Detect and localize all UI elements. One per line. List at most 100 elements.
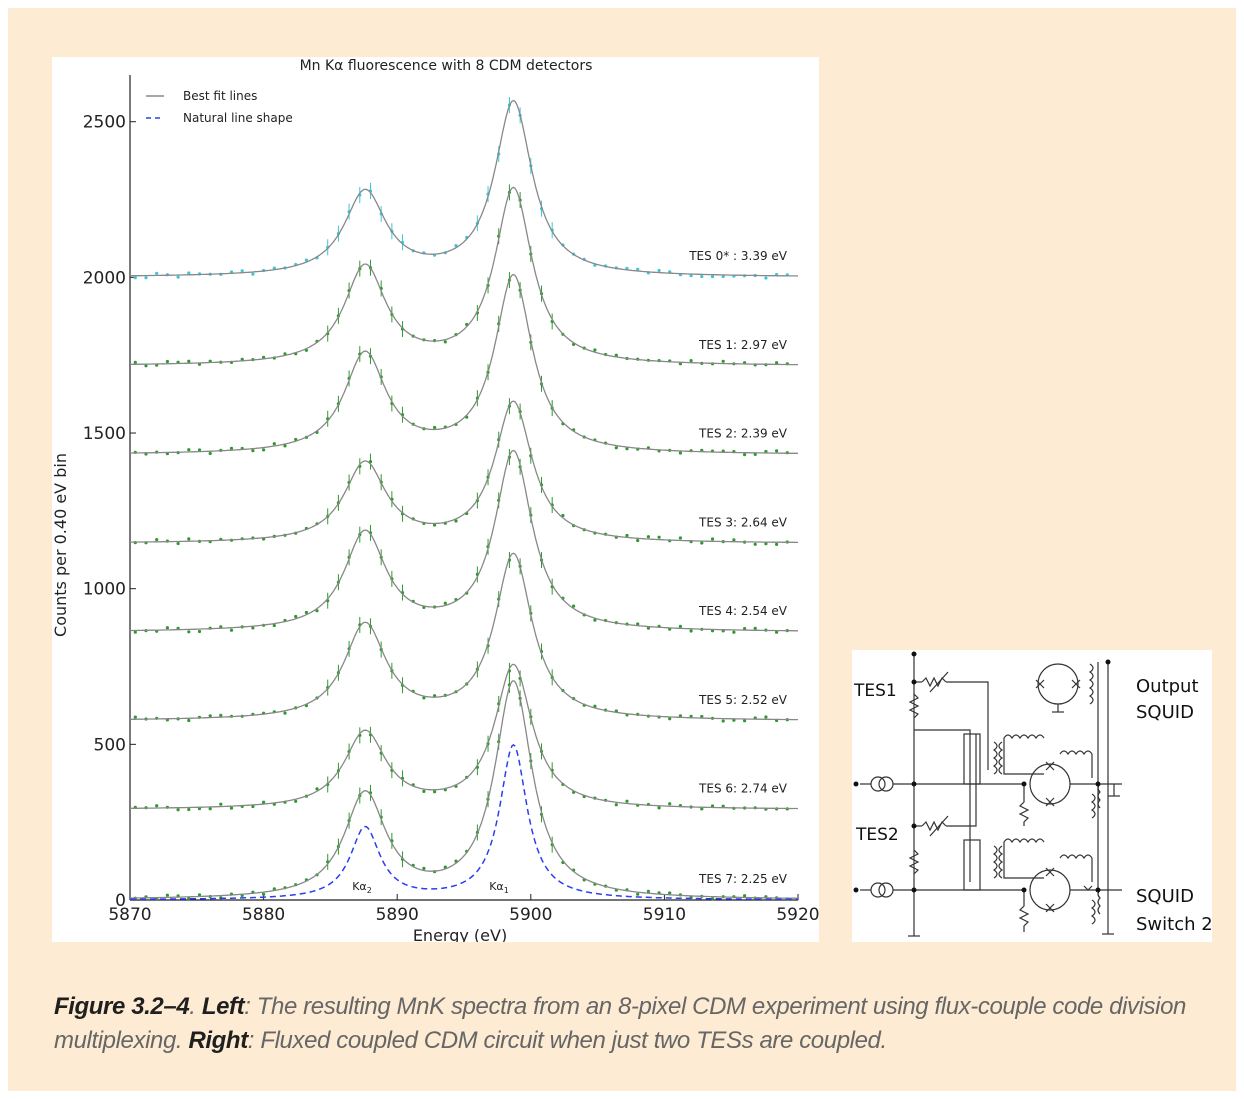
y-tick-label: 1500 [83, 424, 126, 444]
data-point [176, 808, 180, 812]
data-point [208, 714, 212, 718]
natural-line-shape [130, 743, 798, 901]
bias-source-1a [870, 776, 886, 792]
data-point [689, 629, 693, 633]
data-point [229, 446, 234, 450]
output-squid-label-line2: SQUID [1136, 702, 1194, 723]
data-point [700, 541, 704, 545]
data-point [689, 274, 693, 278]
tes2-label: TES2 [855, 825, 899, 845]
data-point [272, 442, 276, 446]
data-point [165, 893, 169, 897]
x-tick-label: 5900 [509, 905, 552, 925]
series-label: TES 5: 2.52 eV [698, 693, 788, 707]
data-point [155, 538, 159, 542]
x-tick-label: 5870 [108, 905, 151, 925]
data-point [294, 799, 298, 803]
legend-natural-label: Natural line shape [183, 111, 293, 125]
y-tick-label: 2500 [83, 113, 126, 133]
best-fit-line [130, 449, 798, 632]
data-point [229, 628, 234, 632]
series-label: TES 4: 2.54 eV [698, 604, 788, 618]
caption-left-label: Left [201, 993, 245, 1020]
data-point [454, 519, 458, 523]
chart-title: Mn Kα fluorescence with 8 CDM detectors [300, 58, 593, 74]
data-point [614, 353, 618, 357]
best-fit-line [130, 552, 798, 721]
data-point [614, 446, 618, 450]
ka2-annotation: Kα2 [352, 880, 372, 895]
data-point [133, 715, 137, 719]
data-point [144, 364, 148, 368]
data-point [678, 362, 683, 366]
input-coil-1 [1003, 734, 1045, 740]
data-point [187, 448, 191, 452]
data-point [283, 711, 287, 715]
squid-switch-1 [1029, 763, 1071, 805]
best-fit-line [130, 273, 798, 454]
data-point [593, 348, 597, 352]
data-point [657, 535, 661, 539]
data-point [614, 803, 618, 807]
data-point [743, 627, 747, 631]
data-point [133, 360, 137, 364]
data-point [187, 271, 191, 275]
data-point [272, 887, 276, 891]
data-point [187, 359, 191, 363]
x-tick-label: 5880 [242, 905, 285, 925]
data-point [155, 804, 159, 808]
data-point [272, 623, 276, 628]
data-point [251, 626, 255, 630]
y-axis-label: Counts per 0.40 eV bin [52, 453, 70, 637]
data-point [262, 355, 266, 359]
data-point [753, 542, 757, 546]
data-point [187, 537, 191, 541]
best-fit-line [130, 400, 798, 544]
data-point [187, 897, 191, 901]
bias-source-2b [878, 882, 894, 898]
data-point [197, 629, 202, 634]
data-point [433, 425, 437, 430]
x-axis-label: Energy (eV) [413, 926, 507, 942]
data-point [229, 806, 234, 810]
data-point [775, 630, 779, 634]
caption-figure-number: Figure 3.2–4 [54, 993, 190, 1020]
data-point [743, 453, 747, 457]
data-point [636, 892, 640, 896]
data-point [721, 719, 725, 723]
data-point [443, 601, 447, 605]
best-fit-line [130, 186, 798, 366]
data-point [187, 807, 191, 812]
squid-switch-label-line1: SQUID [1136, 886, 1194, 907]
data-point [219, 713, 223, 717]
bias-source-1b [878, 776, 894, 792]
data-point [561, 513, 565, 518]
data-point [251, 449, 255, 453]
data-point [176, 541, 180, 546]
data-point [700, 807, 704, 811]
data-point [668, 717, 672, 721]
data-point [422, 866, 426, 871]
caption-left-text: : The resulting MnK spectra from an 8-pi… [54, 993, 1186, 1054]
y-tick-label: 1000 [83, 580, 126, 600]
data-point [689, 359, 693, 363]
data-point [176, 275, 180, 279]
y-tick-label: 500 [94, 735, 126, 755]
legend-fit-label: Best fit lines [183, 89, 257, 103]
series-label: TES 3: 2.64 eV [698, 515, 788, 529]
data-point [197, 448, 202, 452]
best-fit-line [130, 99, 798, 277]
data-point [732, 630, 736, 634]
data-point [165, 626, 169, 630]
series-label: TES 2: 2.39 eV [698, 427, 788, 441]
data-point [764, 449, 768, 454]
data-point [187, 718, 191, 723]
y-tick-label: 0 [115, 891, 126, 911]
data-point [646, 535, 651, 539]
tes2-resistor [908, 849, 920, 875]
data-point [678, 624, 683, 629]
data-point [775, 361, 779, 365]
data-point [657, 806, 661, 810]
data-point [700, 274, 704, 279]
data-point [636, 538, 640, 543]
